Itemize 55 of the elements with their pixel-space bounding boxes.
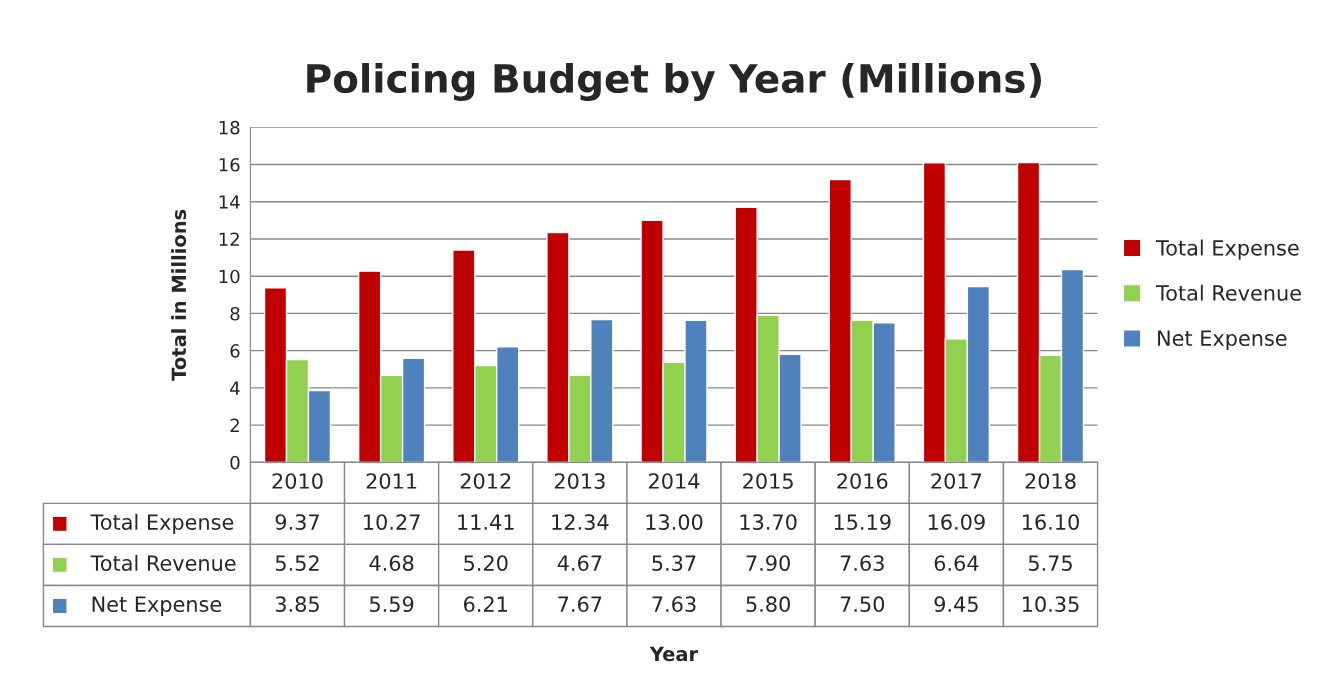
y-tick-label: 4	[230, 381, 240, 395]
x-tick-label: 2015	[743, 473, 793, 489]
y-tick-label: 14	[219, 195, 240, 209]
text: Total Revenue	[90, 554, 236, 571]
y-tick-label: 2	[230, 418, 239, 432]
legend-label: Net Expense	[1158, 330, 1287, 351]
data-label: 12.34	[552, 514, 609, 530]
y-axis-title: Total in Millions	[171, 209, 187, 381]
legend-label: Total Expense	[90, 513, 234, 534]
data-label: 11.41	[458, 514, 514, 530]
data-label: 5.37	[652, 555, 696, 571]
x-tick-label: 2017	[931, 473, 982, 489]
x-tick-label: 2018	[1025, 473, 1076, 489]
data-label: 5.75	[1028, 555, 1072, 571]
y-tick-label: 8	[230, 306, 240, 321]
x-tick-label: 2014	[649, 473, 700, 489]
x-tick-label: 2013	[554, 473, 605, 489]
data-label: 10.35	[1022, 596, 1079, 613]
data-label: 16.10	[1022, 514, 1079, 530]
data-label: 6.64	[934, 555, 979, 571]
data-label: 7.90	[746, 555, 790, 571]
data-label: 7.50	[840, 596, 885, 613]
data-label: 16.09	[928, 514, 985, 530]
x-tick-label: 2010	[272, 473, 323, 489]
data-label: 5.80	[746, 596, 790, 613]
data-label: 13.00	[646, 514, 703, 530]
data-label: 15.19	[834, 514, 891, 530]
text: Year	[649, 646, 699, 662]
text: Net Expense	[92, 596, 222, 617]
data-label: 4.68	[369, 555, 414, 571]
y-tick-label: 0	[230, 455, 240, 470]
data-label: 6.21	[464, 596, 508, 613]
data-label: 9.37	[275, 514, 319, 530]
x-tick-label: 2016	[837, 473, 888, 489]
y-tick-label: 18	[219, 120, 240, 135]
data-label: 3.85	[275, 596, 319, 613]
legend-label: Total Revenue	[1155, 284, 1301, 301]
data-label: 9.45	[934, 596, 978, 613]
x-tick-label: 2012	[460, 473, 511, 489]
data-label: 10.27	[364, 514, 420, 530]
text: Total Expense	[1155, 239, 1299, 260]
data-label: 13.70	[740, 514, 797, 530]
y-tick-label: 10	[219, 269, 240, 284]
chart-title: Policing Budget by Year (Millions)	[307, 63, 1041, 101]
data-label: 7.67	[558, 596, 602, 613]
x-tick-label: 2011	[366, 473, 417, 489]
data-label: 4.67	[557, 555, 602, 571]
data-label: 7.63	[840, 555, 884, 571]
data-label: 5.20	[464, 555, 508, 571]
data-label: 5.52	[275, 555, 319, 571]
y-tick-label: 6	[230, 344, 240, 358]
y-tick-label: 16	[219, 157, 240, 172]
data-label: 7.63	[652, 596, 696, 613]
y-tick-label: 12	[219, 232, 239, 246]
data-label: 5.59	[370, 596, 414, 613]
